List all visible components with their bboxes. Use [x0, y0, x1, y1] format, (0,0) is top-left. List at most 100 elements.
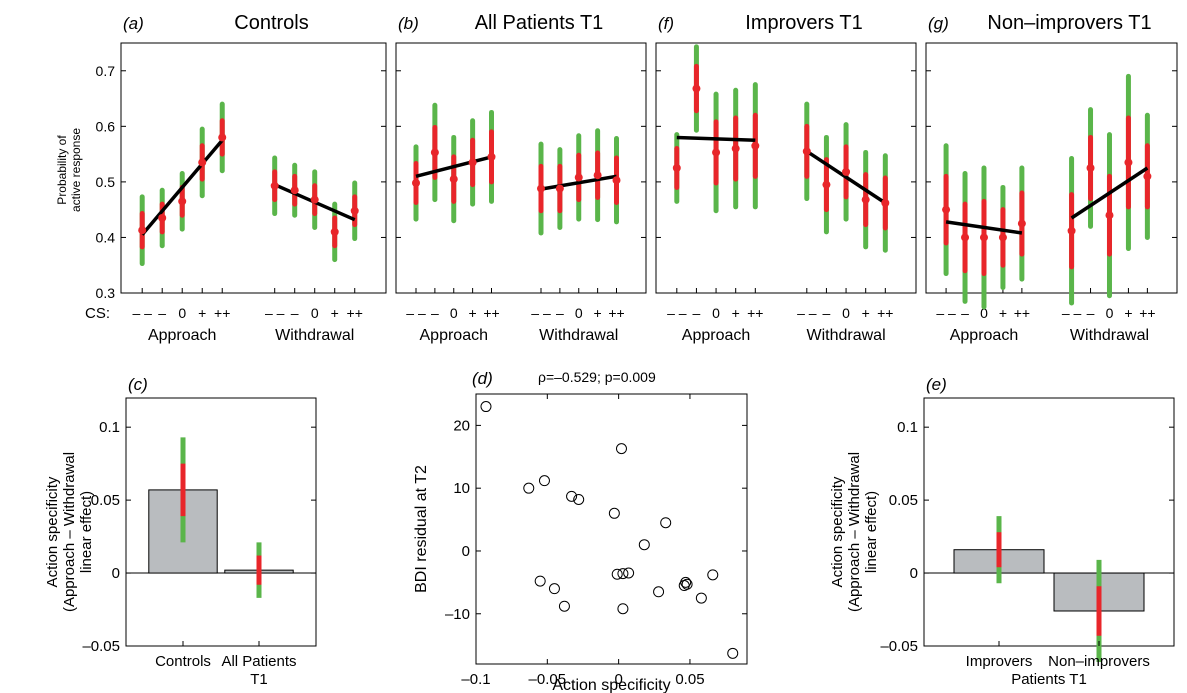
scatter-point — [617, 603, 629, 615]
mean-point — [979, 233, 988, 242]
group-label: Approach — [420, 327, 489, 344]
panel-g: (g) Non–improvers T1– – –0 + ++Approach– – –0… — [925, 12, 1178, 344]
cs-tick-label: + — [732, 305, 740, 321]
cs-tick-label: – – — [531, 305, 551, 321]
cs-tick-label: – – — [132, 305, 152, 321]
scatter-point — [573, 493, 585, 505]
cs-tick-label: – — [693, 305, 701, 321]
plot-frame — [125, 397, 317, 647]
cs-label: CS: — [85, 305, 110, 322]
group-label: Withdrawal — [539, 327, 618, 344]
fit-line — [415, 155, 492, 179]
mean-point — [861, 195, 870, 204]
scatter-point — [680, 576, 692, 588]
cs-tick-label: ++ — [483, 305, 499, 321]
fit-line — [1070, 166, 1149, 220]
mean-point — [802, 147, 811, 156]
mean-point — [672, 164, 681, 172]
scatter-point — [480, 401, 492, 413]
mean-point — [198, 158, 207, 167]
mean-point — [487, 152, 496, 161]
mean-point — [998, 233, 1007, 242]
cs-tick-label: + — [594, 305, 602, 321]
y-tick-label: 0.4 — [96, 229, 116, 245]
cs-tick-label: – – — [265, 305, 285, 321]
y-tick-label: 0 — [112, 565, 120, 582]
cs-tick-label: ++ — [747, 305, 763, 321]
cs-tick-label: ++ — [214, 305, 230, 321]
y-tick-label: 0.5 — [96, 174, 116, 190]
y-tick-label: 0.6 — [96, 118, 116, 134]
mean-point — [449, 175, 458, 184]
cs-tick-label: – – — [936, 305, 956, 321]
cs-tick-label: – — [823, 305, 831, 321]
plot-frame — [923, 397, 1175, 647]
mean-point — [712, 148, 721, 157]
category-label: T1 — [250, 671, 268, 688]
fit-line — [805, 149, 887, 205]
x-tick-label: –0.05 — [529, 671, 567, 688]
scatter-point — [638, 539, 650, 551]
mean-point — [270, 181, 279, 190]
y-tick-label: 0 — [910, 565, 918, 582]
cs-tick-label: + — [469, 305, 477, 321]
category-label: Non–improvers — [1048, 653, 1150, 670]
mean-point — [178, 197, 187, 206]
mean-point — [692, 84, 701, 93]
fit-line — [945, 220, 1023, 235]
x-tick-label: –0.1 — [461, 671, 490, 688]
y-tick-label: –0.05 — [82, 638, 120, 655]
mean-point — [218, 133, 227, 142]
mean-point — [961, 233, 970, 242]
y-tick-label: 0.1 — [897, 419, 918, 436]
mean-point — [330, 227, 339, 236]
panel-e: (e) Action specificity (Approach – Withdra… — [829, 375, 1175, 688]
cs-tick-label: ++ — [347, 305, 363, 321]
x-tick-label: 0.05 — [675, 671, 704, 688]
mean-point — [822, 180, 831, 189]
mean-point — [881, 199, 890, 207]
mean-point — [574, 173, 583, 182]
mean-point — [537, 184, 545, 193]
cs-tick-label: ++ — [877, 305, 893, 321]
cs-tick-label: – — [291, 305, 299, 321]
mean-point — [310, 195, 319, 204]
scatter-point — [727, 647, 739, 659]
panel-letter: (d) — [472, 369, 493, 388]
plot-frame — [475, 393, 748, 665]
plot-frame — [925, 42, 1178, 294]
panel-letter: (g) — [928, 14, 949, 33]
mean-point — [1105, 211, 1114, 220]
fit-line — [676, 135, 756, 142]
fit-line — [540, 174, 617, 191]
y-tick-label: 0 — [462, 543, 470, 560]
cs-tick-label: 0 — [178, 305, 186, 321]
scatter-point — [623, 567, 635, 579]
y-tick-label: 0.05 — [91, 492, 120, 509]
y-tick-label: 0.7 — [96, 63, 116, 79]
y-axis-label: BDI residual at T2 — [413, 465, 430, 593]
scatter-point — [660, 517, 672, 529]
mean-point — [751, 141, 760, 150]
y-axis-label-line: Action specificity — [829, 476, 846, 587]
mean-point — [942, 205, 951, 214]
mean-point — [290, 186, 299, 195]
panel-f: (f) Improvers T1– – –0 + ++Approach– – –0 + ++W… — [655, 12, 917, 344]
mean-point — [412, 179, 420, 187]
group-label: Withdrawal — [1070, 327, 1149, 344]
x-axis-label: Action specificity — [552, 677, 670, 693]
cs-tick-label: – — [158, 305, 166, 321]
mean-point — [430, 148, 439, 157]
plot-frame — [120, 42, 387, 294]
mean-point — [1143, 172, 1152, 181]
y-axis-label-line: (Approach – Withdrawal — [846, 452, 863, 612]
mean-point — [842, 167, 851, 176]
mean-point — [468, 158, 477, 167]
mean-point — [1017, 219, 1026, 228]
cs-tick-label: – — [431, 305, 439, 321]
category-label: Controls — [155, 653, 211, 670]
category-label: Improvers — [966, 653, 1033, 670]
scatter-point — [615, 443, 627, 455]
